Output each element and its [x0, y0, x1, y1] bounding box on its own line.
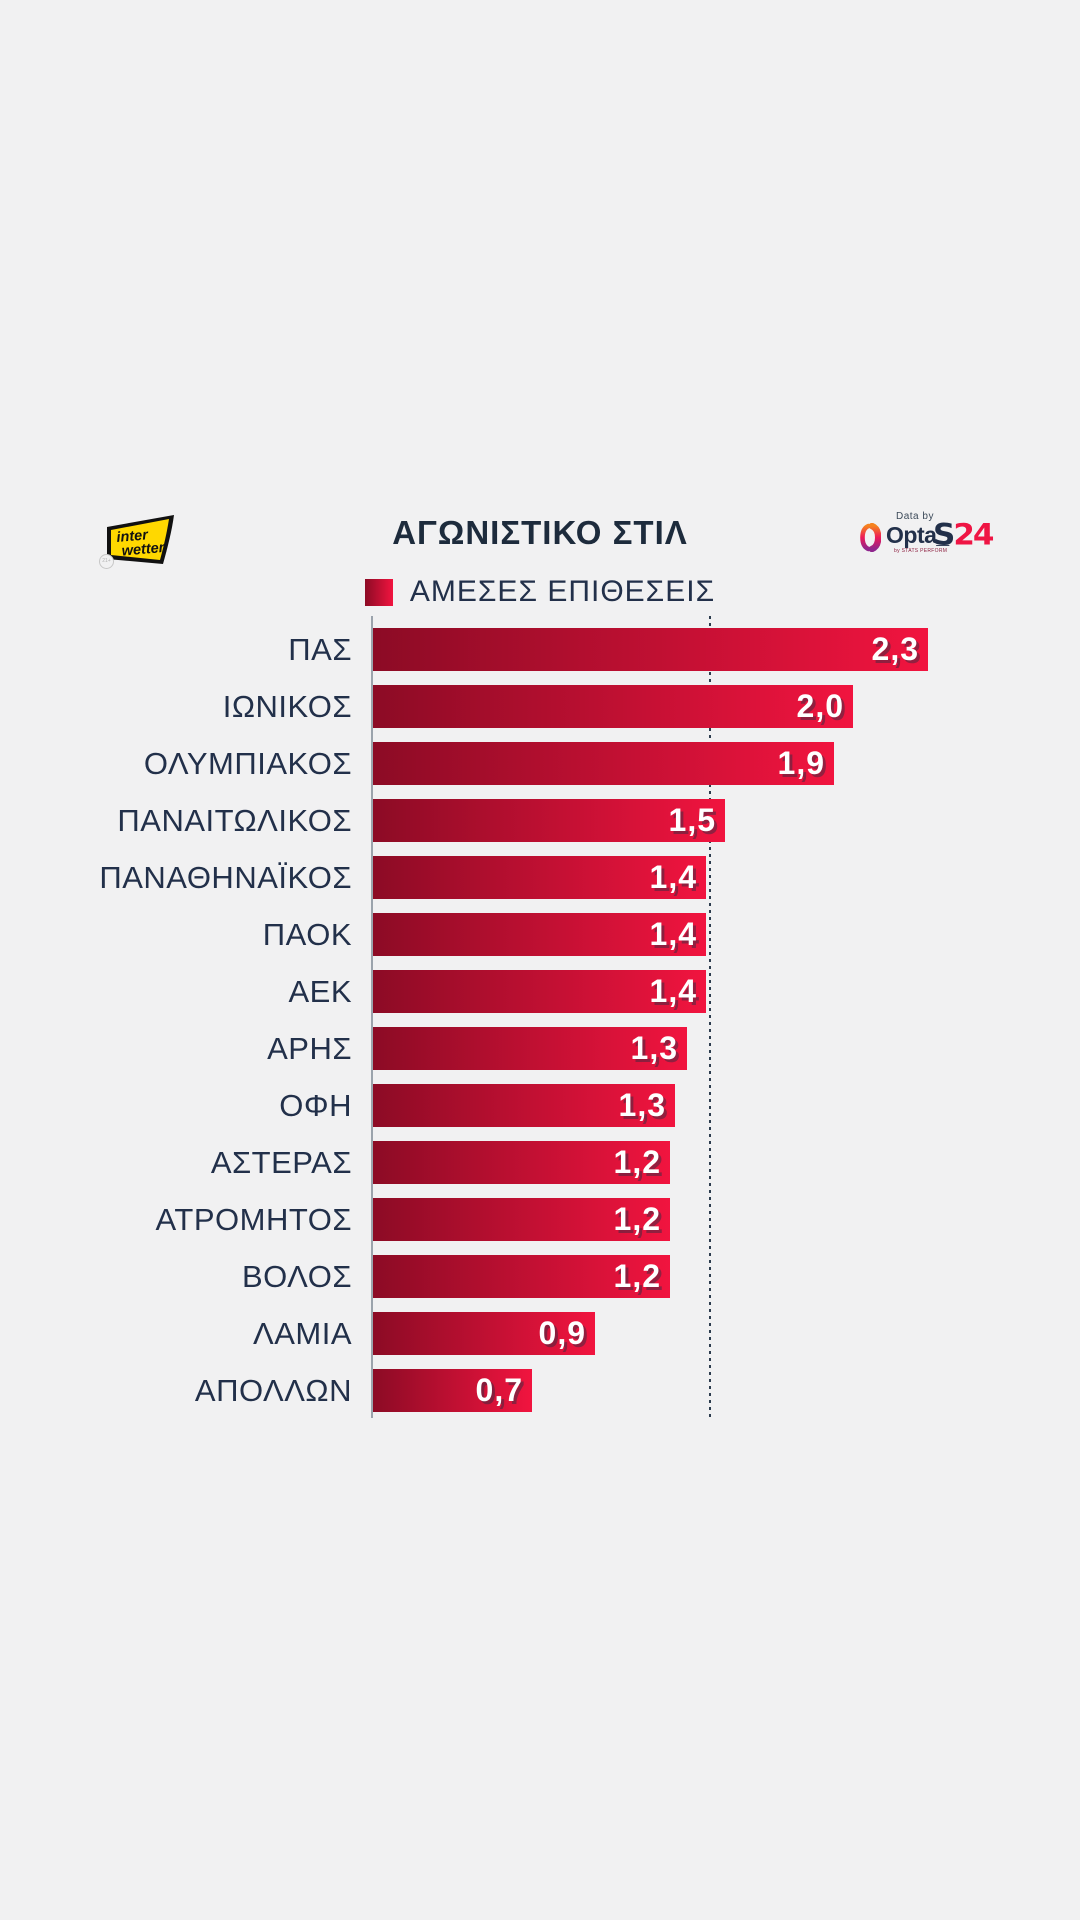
bar-value-label: 1,3	[630, 1030, 678, 1066]
opta-sub-text: by STATS PERFORM	[894, 548, 948, 554]
svg-text:wetten: wetten	[121, 540, 168, 560]
legend-label: ΑΜΕΣΕΣ ΕΠΙΘΕΣΕΙΣ	[409, 575, 716, 608]
team-label: ΑΣΤΕΡΑΣ	[210, 1145, 352, 1180]
team-label: ΟΦΗ	[279, 1088, 352, 1123]
bar: 1,3	[373, 1027, 687, 1070]
legend: ΑΜΕΣΕΣ ΕΠΙΘΕΣΕΙΣ	[0, 575, 1080, 608]
bar-value-label: 0,9	[538, 1315, 586, 1351]
bar-value-label: 0,7	[475, 1372, 523, 1408]
bar-value-label: 1,4	[649, 916, 697, 952]
bar: 1,4	[373, 913, 706, 956]
average-dashed-line	[708, 616, 711, 1418]
bar: 1,3	[373, 1084, 675, 1127]
bar-value-label: 1,4	[649, 859, 697, 895]
bar-value-label: 1,5	[668, 802, 716, 838]
bar-value-label: 1,3	[618, 1087, 666, 1123]
bar-value-label: 1,9	[777, 745, 825, 781]
bar-value-label: 1,4	[649, 973, 697, 1009]
team-label: ΑΡΗΣ	[267, 1031, 352, 1066]
bar: 1,5	[373, 799, 725, 842]
bar-value-label: 1,2	[613, 1201, 661, 1237]
team-label: ΑΠΟΛΛΩΝ	[194, 1373, 352, 1408]
bar-value-label: 2,3	[871, 631, 919, 667]
bar: 2,0	[373, 685, 853, 728]
bar: 2,3	[373, 628, 928, 671]
team-label: ΙΩΝΙΚΟΣ	[222, 689, 352, 724]
team-label: ΠΑΝΑΙΤΩΛΙΚΟΣ	[117, 803, 352, 838]
chart-title: ΑΓΩΝΙΣΤΙΚΟ ΣΤΙΛ	[392, 514, 688, 551]
bar: 1,2	[373, 1198, 670, 1241]
bar: 1,9	[373, 742, 834, 785]
team-label: ΑΕΚ	[288, 974, 352, 1009]
bar: 1,4	[373, 970, 706, 1013]
team-label: ΠΑΣ	[288, 632, 352, 667]
team-label: ΒΟΛΟΣ	[241, 1259, 352, 1294]
s24-letter: S	[933, 517, 955, 553]
bar-value-label: 1,2	[613, 1144, 661, 1180]
bar-value-label: 1,2	[613, 1258, 661, 1294]
opta-logo: Data by Opta_ by STATS PERFORM	[856, 506, 956, 558]
svg-text:inter: inter	[116, 527, 150, 546]
bar: 0,7	[373, 1369, 532, 1412]
legend-swatch	[364, 578, 393, 606]
s24-number: 24	[953, 517, 994, 553]
opta-mark-icon	[860, 523, 881, 552]
opta-wordmark: Opta_	[886, 522, 949, 548]
team-label: ΟΛΥΜΠΙΑΚΟΣ	[143, 746, 352, 781]
s24-logo: S24	[933, 517, 994, 553]
opta-data-by-label: Data by	[896, 511, 934, 522]
bar-value-label: 2,0	[796, 688, 844, 724]
team-label: ΑΤΡΟΜΗΤΟΣ	[155, 1202, 352, 1237]
y-axis-line	[371, 616, 373, 1418]
team-label: ΠΑΝΑΘΗΝΑΪΚΟΣ	[99, 860, 352, 895]
team-label: ΠΑΟΚ	[262, 917, 352, 952]
bar: 1,2	[373, 1141, 670, 1184]
team-label: ΛΑΜΙΑ	[253, 1316, 352, 1351]
bar: 1,2	[373, 1255, 670, 1298]
bar: 0,9	[373, 1312, 595, 1355]
interwetten-logo: inter wetten	[100, 512, 184, 574]
bar: 1,4	[373, 856, 706, 899]
age-badge: 21+	[99, 554, 114, 569]
